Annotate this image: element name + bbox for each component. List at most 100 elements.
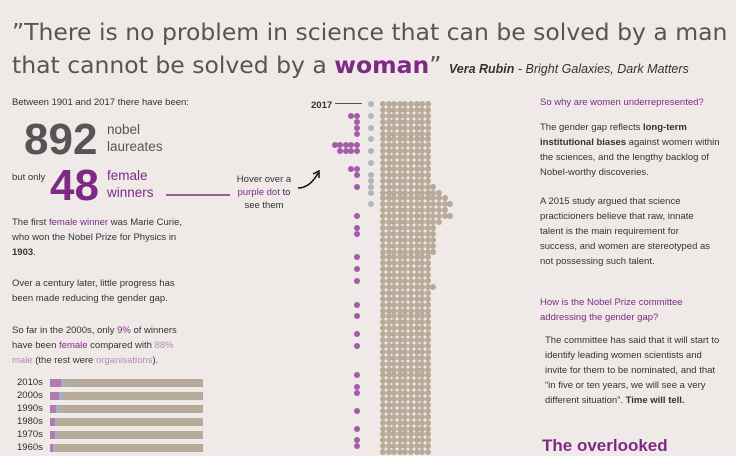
laureate-dot[interactable] — [385, 142, 392, 149]
laureate-dot[interactable] — [413, 307, 420, 314]
laureate-dot[interactable] — [419, 431, 426, 438]
laureate-dot[interactable] — [385, 295, 392, 302]
laureate-dot[interactable] — [419, 130, 426, 137]
laureate-dot[interactable] — [419, 307, 426, 314]
laureate-dot[interactable] — [380, 366, 386, 373]
laureate-dot[interactable] — [380, 325, 386, 332]
laureate-dot[interactable] — [419, 177, 426, 184]
laureate-dot[interactable] — [408, 407, 414, 414]
laureate-dot[interactable] — [396, 425, 403, 432]
laureate-dot[interactable] — [391, 124, 398, 131]
laureate-dot[interactable] — [396, 219, 403, 225]
laureate-dot[interactable] — [380, 101, 386, 107]
laureate-dot[interactable] — [413, 337, 420, 343]
laureate-dot[interactable] — [380, 378, 386, 385]
laureate-dot[interactable] — [380, 201, 386, 208]
laureate-dot[interactable] — [385, 331, 392, 338]
laureate-dot[interactable] — [402, 407, 409, 414]
laureate-dot[interactable] — [419, 254, 426, 261]
laureate-dot[interactable] — [385, 165, 392, 172]
laureate-dot[interactable] — [424, 419, 431, 426]
laureate-dot[interactable] — [408, 177, 414, 184]
laureate-dot[interactable] — [430, 213, 437, 220]
laureate-dot[interactable] — [424, 319, 431, 326]
laureate-dot[interactable] — [419, 266, 426, 273]
laureate-dot[interactable] — [402, 165, 409, 172]
laureate-dot[interactable] — [385, 425, 392, 432]
laureate-dot[interactable] — [408, 142, 414, 149]
laureate-dot[interactable] — [380, 390, 386, 397]
laureate-dot[interactable] — [424, 248, 431, 255]
laureate-dot[interactable] — [396, 224, 403, 231]
laureate-dot[interactable] — [380, 118, 386, 125]
female-winner-dot[interactable] — [354, 331, 360, 338]
laureate-dot[interactable] — [385, 313, 392, 320]
laureate-dot[interactable] — [408, 106, 414, 113]
laureate-dot[interactable] — [380, 236, 386, 243]
laureate-dot[interactable] — [391, 313, 398, 320]
laureate-dot[interactable] — [424, 425, 431, 432]
laureate-dot[interactable] — [424, 295, 431, 302]
laureate-dot[interactable] — [385, 118, 392, 125]
laureate-dot[interactable] — [391, 266, 398, 273]
laureate-dot[interactable] — [408, 425, 414, 432]
laureate-dot[interactable] — [430, 230, 437, 237]
laureate-dot[interactable] — [430, 236, 437, 243]
laureate-dot[interactable] — [413, 331, 420, 338]
laureate-dot[interactable] — [424, 437, 431, 444]
laureate-dot[interactable] — [391, 224, 398, 231]
laureate-dot[interactable] — [391, 112, 398, 119]
female-winner-dot[interactable] — [354, 384, 360, 391]
laureate-dot[interactable] — [419, 154, 426, 161]
laureate-dot[interactable] — [391, 183, 398, 190]
laureate-dot[interactable] — [408, 248, 414, 255]
laureate-dot[interactable] — [380, 337, 386, 343]
laureate-dot[interactable] — [413, 354, 420, 361]
laureate-dot[interactable] — [413, 177, 420, 184]
laureate-dot[interactable] — [380, 396, 386, 402]
laureate-dot[interactable] — [408, 219, 414, 225]
female-winner-dot[interactable] — [354, 230, 360, 237]
laureate-dot[interactable] — [385, 449, 392, 456]
laureate-dot[interactable] — [419, 325, 426, 332]
laureate-dot[interactable] — [402, 183, 409, 190]
female-winner-dot[interactable] — [354, 254, 360, 261]
laureate-dot[interactable] — [436, 201, 442, 208]
laureate-dot[interactable] — [430, 242, 437, 249]
laureate-dot[interactable] — [396, 401, 403, 408]
laureate-dot[interactable] — [408, 372, 414, 379]
laureate-dot[interactable] — [385, 130, 392, 137]
laureate-dot[interactable] — [396, 419, 403, 426]
decade-bar[interactable] — [50, 444, 203, 452]
laureate-dot[interactable] — [396, 266, 403, 273]
laureate-dot[interactable] — [391, 171, 398, 178]
laureate-dot[interactable] — [413, 154, 420, 161]
laureate-dot[interactable] — [396, 307, 403, 314]
laureate-dot[interactable] — [424, 130, 431, 137]
female-winner-dot[interactable] — [354, 213, 360, 220]
laureate-dot[interactable] — [396, 325, 403, 332]
laureate-dot[interactable] — [385, 207, 392, 214]
laureate-dot[interactable] — [380, 301, 386, 308]
laureate-dot[interactable] — [441, 201, 448, 208]
laureate-dot[interactable] — [385, 366, 392, 373]
laureate-dot[interactable] — [380, 260, 386, 267]
laureate-dot[interactable] — [408, 348, 414, 355]
laureate-dot[interactable] — [396, 407, 403, 414]
laureate-dot[interactable] — [391, 289, 398, 296]
laureate-dot[interactable] — [391, 348, 398, 355]
laureate-dot[interactable] — [396, 130, 403, 137]
laureate-dot[interactable] — [413, 449, 420, 456]
laureate-dot[interactable] — [413, 366, 420, 373]
laureate-dot[interactable] — [396, 372, 403, 379]
laureate-dot[interactable] — [413, 230, 420, 237]
female-winner-dot[interactable] — [354, 443, 360, 450]
laureate-dot[interactable] — [419, 396, 426, 402]
laureate-dot[interactable] — [408, 360, 414, 367]
laureate-dot[interactable] — [391, 354, 398, 361]
laureate-dot[interactable] — [419, 283, 426, 290]
decade-bar[interactable] — [50, 392, 203, 400]
laureate-dot[interactable] — [391, 130, 398, 137]
laureate-dot[interactable] — [424, 278, 431, 284]
laureate-dot[interactable] — [419, 401, 426, 408]
